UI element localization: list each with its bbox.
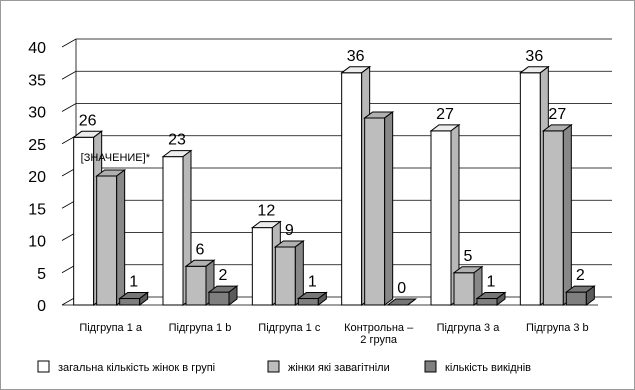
x-category-label-1: Підгрупа 1 a: [79, 322, 143, 334]
data-label-2-6: 27: [548, 106, 566, 123]
y-tick-label-15: 15: [28, 201, 46, 218]
legend-swatch-3: [424, 360, 437, 373]
x-category-label-line: Контрольна –: [344, 322, 414, 334]
y-tick-label-25: 25: [28, 137, 46, 154]
bar-1-4: [341, 72, 363, 306]
bar-3-5: [476, 298, 498, 306]
bar-2-5: [453, 272, 475, 306]
y-tick-label-0: 0: [37, 298, 46, 315]
data-label-3-4: 0: [397, 280, 406, 297]
data-label-2-3: 9: [285, 222, 294, 239]
x-category-label-2: Підгрупа 1 b: [169, 322, 232, 334]
bar-1-6: [519, 72, 541, 306]
bar-1-3: [251, 227, 273, 306]
x-category-label-line: Підгрупа 3 a: [437, 322, 501, 334]
data-label-1-3: 12: [257, 203, 275, 220]
y-tick-label-40: 40: [28, 40, 46, 57]
legend-swatch-1: [37, 360, 50, 373]
bar-side-2-4: [384, 110, 394, 306]
data-label-3-5: 1: [487, 274, 496, 291]
legend-label-2: жінки які завагітніли: [288, 362, 390, 374]
bar-1-2: [162, 156, 184, 306]
y-tick-label-35: 35: [28, 72, 46, 89]
bar-2-1: [96, 175, 118, 306]
bar-3-3: [297, 298, 319, 306]
data-label-2-5: 5: [464, 248, 473, 265]
y-tick-label-10: 10: [28, 234, 46, 251]
bar-side-3-1: [139, 291, 149, 306]
bar-side-3-4: [407, 298, 416, 306]
gridline-40: [61, 38, 612, 48]
data-label-3-2: 2: [219, 267, 228, 284]
x-category-label-line: Підгрупа 1 a: [79, 322, 143, 334]
x-category-label-line: 2 група: [360, 334, 398, 346]
data-label-3-3: 1: [308, 274, 317, 291]
x-category-label-line: Підгрупа 3 b: [526, 322, 589, 334]
bar-side-2-6: [562, 123, 572, 306]
data-label-1-6: 36: [525, 48, 543, 65]
data-label-1-4: 36: [347, 48, 365, 65]
legend-label-1: загальна кількість жінок в групі: [58, 362, 215, 374]
bar-side-3-6: [585, 285, 595, 306]
x-category-label-3: Підгрупа 1 c: [258, 322, 321, 334]
legend-swatch-2: [267, 360, 280, 373]
bar-side-3-3: [317, 291, 327, 306]
data-label-3-6: 2: [576, 267, 585, 284]
data-label-1-5: 27: [436, 106, 454, 123]
bar-3-1: [119, 298, 141, 306]
y-tick-label-20: 20: [28, 169, 46, 186]
bar-3-2: [208, 291, 230, 306]
data-label-1-2: 23: [168, 132, 186, 149]
data-label-2-2: 6: [196, 241, 205, 258]
bar-2-6: [542, 130, 564, 306]
data-label-3-1: 1: [129, 274, 138, 291]
x-category-label-5: Підгрупа 3 a: [437, 322, 501, 334]
y-tick-label-5: 5: [37, 266, 46, 283]
bar-3-6: [565, 291, 587, 306]
bar-side-3-2: [228, 285, 238, 306]
y-tick-label-30: 30: [28, 105, 46, 122]
data-label-1-1: 26: [79, 112, 97, 129]
bar-side-2-1: [116, 169, 126, 306]
x-category-label-line: Підгрупа 1 c: [258, 322, 321, 334]
legend-label-3: кількість викіднів: [445, 362, 531, 374]
bar-side-3-5: [496, 291, 506, 306]
x-category-label-line: Підгрупа 1 b: [169, 322, 232, 334]
bar-2-3: [274, 246, 296, 306]
bar-2-2: [185, 265, 207, 306]
data-label-2-1: [ЗНАЧЕНИЕ]*: [81, 152, 151, 164]
x-category-label-4: Контрольна –2 група: [344, 322, 414, 346]
bar-2-4: [364, 117, 386, 306]
bar-1-5: [430, 130, 452, 306]
x-category-label-6: Підгрупа 3 b: [526, 322, 589, 334]
